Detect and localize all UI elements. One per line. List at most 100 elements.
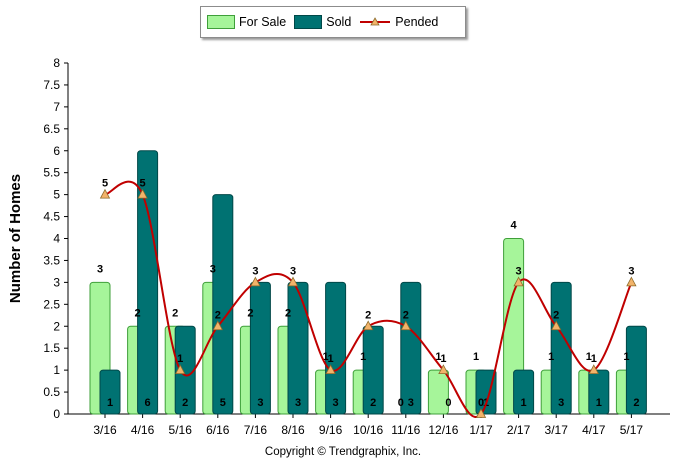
pended-marker [400, 320, 411, 331]
pended-data-label: 2 [403, 309, 409, 321]
pended-data-label: 3 [252, 265, 258, 277]
for-sale-data-label: 2 [247, 307, 253, 319]
y-tick-label: 8 [53, 56, 60, 70]
sold-data-label: 6 [145, 397, 151, 409]
sold-bar [325, 281, 347, 415]
pended-data-label: 2 [365, 309, 371, 321]
for-sale-data-label: 1 [623, 351, 629, 363]
sold-bar [362, 325, 384, 415]
pended-data-label: 3 [628, 265, 634, 277]
sold-data-label: 5 [220, 397, 226, 409]
for-sale-bar [427, 369, 449, 415]
for-sale-data-label: 3 [97, 263, 103, 275]
sold-data-label: 0 [445, 397, 451, 409]
y-tick-label: 0.5 [43, 385, 60, 399]
pended-marker [99, 188, 111, 199]
sold-bar [212, 194, 234, 415]
for-sale-data-label: 2 [172, 307, 178, 319]
legend-for-sale-label: For Sale [239, 15, 287, 29]
pended-data-label: 2 [215, 309, 221, 321]
x-tick-label: 2/17 [507, 423, 531, 437]
pended-marker [325, 364, 336, 375]
sold-bar [137, 150, 159, 415]
pended-marker [475, 408, 487, 418]
pended-data-label: 1 [177, 353, 183, 365]
pended-marker [551, 320, 562, 331]
y-tick-label: 4 [53, 232, 60, 246]
for-sale-swatch [207, 15, 235, 29]
x-tick-label: 5/17 [620, 423, 644, 437]
pended-marker [626, 276, 637, 287]
y-tick-label: 0 [53, 407, 60, 421]
legend-pended[interactable]: Pended [359, 15, 438, 29]
sold-data-label: 1 [596, 397, 602, 409]
y-tick-label: 7.5 [43, 78, 60, 92]
y-tick-label: 2 [53, 319, 60, 333]
x-tick-label: 3/16 [93, 423, 117, 437]
x-tick-label: 4/16 [131, 423, 155, 437]
sold-data-label: 3 [333, 397, 339, 409]
sold-bar [513, 369, 535, 415]
for-sale-data-label: 1 [586, 351, 592, 363]
pended-data-label: 1 [440, 353, 446, 365]
pended-data-label: 5 [140, 178, 146, 190]
pended-data-label: 3 [516, 265, 522, 277]
for-sale-data-label: 2 [135, 307, 141, 319]
legend: For Sale Sold Pended [200, 6, 466, 38]
y-tick-label: 6.5 [43, 122, 60, 136]
y-tick-label: 6 [53, 144, 60, 158]
pended-marker [287, 276, 299, 287]
for-sale-data-label: 1 [360, 351, 366, 363]
sold-bar [287, 281, 309, 415]
legend-sold[interactable]: Sold [294, 15, 351, 29]
pended-data-label: 3 [290, 265, 296, 277]
legend-for-sale[interactable]: For Sale [207, 15, 286, 29]
for-sale-data-label: 1 [548, 351, 554, 363]
x-tick-label: 4/17 [582, 423, 606, 437]
pended-data-label: 1 [328, 353, 334, 365]
y-tick-label: 3 [53, 275, 60, 289]
x-tick-label: 3/17 [545, 423, 569, 437]
for-sale-data-label: 1 [323, 351, 329, 363]
pended-data-label: 0 [478, 397, 484, 409]
y-tick-label: 5 [53, 188, 60, 202]
x-tick-label: 6/16 [206, 423, 230, 437]
pended-marker [363, 320, 374, 331]
pended-data-label: 5 [102, 178, 108, 190]
sold-data-label: 3 [257, 397, 263, 409]
pended-marker [438, 364, 449, 375]
y-tick-label: 7 [53, 100, 60, 114]
x-tick-label: 7/16 [244, 423, 268, 437]
sold-data-label: 3 [558, 397, 564, 409]
sold-swatch [294, 15, 323, 29]
x-tick-label: 1/17 [469, 423, 493, 437]
legend-sold-label: Sold [326, 15, 352, 29]
x-tick-label: 9/16 [319, 423, 343, 437]
x-tick-label: 10/16 [353, 423, 383, 437]
sold-data-label: 2 [633, 397, 639, 409]
sold-bar [400, 281, 422, 415]
y-tick-label: 1 [53, 363, 60, 377]
sold-data-label: 3 [295, 397, 301, 409]
sold-data-label: 2 [370, 397, 376, 409]
for-sale-data-label: 4 [511, 220, 518, 232]
y-axis-title: Number of Homes [7, 174, 24, 303]
y-tick-label: 1.5 [43, 341, 60, 355]
y-tick-label: 5.5 [43, 166, 60, 180]
for-sale-data-label: 0 [398, 397, 404, 409]
for-sale-data-label: 3 [210, 263, 216, 275]
sold-data-label: 1 [107, 397, 113, 409]
pended-data-label: 1 [591, 353, 597, 365]
sold-data-label: 3 [408, 397, 414, 409]
sold-bar [588, 369, 610, 415]
legend-pended-label: Pended [395, 15, 439, 29]
for-sale-data-label: 1 [473, 351, 479, 363]
pended-swatch [360, 17, 391, 26]
sold-bar [99, 369, 121, 415]
x-tick-label: 5/16 [169, 423, 193, 437]
copyright-footer: Copyright © Trendgraphix, Inc. [264, 446, 422, 458]
sold-data-label: 2 [182, 397, 188, 409]
y-tick-label: 2.5 [43, 297, 60, 311]
x-tick-label: 12/16 [428, 423, 458, 437]
